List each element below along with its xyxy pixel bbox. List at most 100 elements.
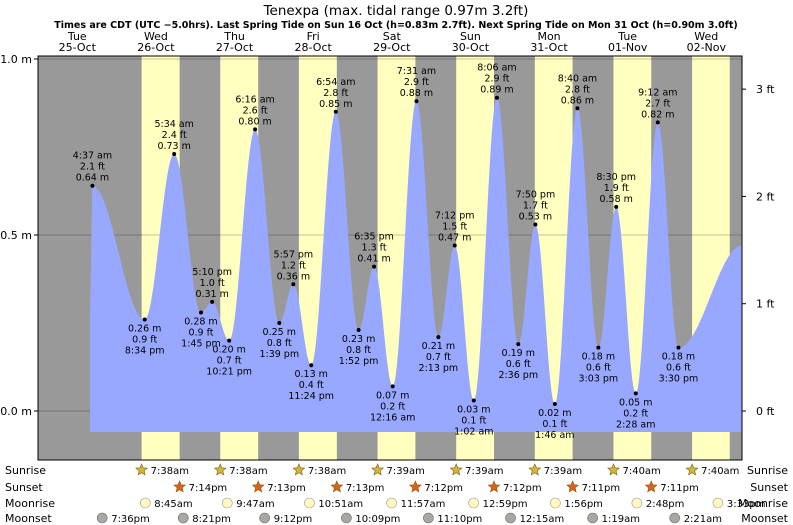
tide-height-m-label: 0.89 m (480, 85, 513, 96)
tide-point (356, 328, 361, 333)
day-date-label: 27-Oct (216, 41, 254, 54)
y-tick-label-right: 1 ft (756, 298, 775, 311)
tide-time-label: 7:50 pm (516, 189, 556, 200)
tide-height-m-label: 0.88 m (400, 88, 433, 99)
day-name-label: Wed (144, 30, 168, 43)
day-name-label: Fri (307, 30, 320, 43)
moonrise-circle-icon (550, 497, 561, 509)
tide-point (210, 299, 215, 304)
tide-height-ft-label: 2.9 ft (404, 77, 429, 88)
tide-height-m-label: 0.36 m (277, 271, 310, 282)
moonset-circle-icon (423, 512, 434, 524)
y-tick-label-left: 0.0 m (0, 405, 32, 418)
tide-time-label: 2:28 am (616, 419, 655, 430)
moonrise-circle-icon (221, 497, 233, 509)
astro-row-label-right: Sunrise (747, 464, 788, 477)
tide-time-label: 3:30 pm (659, 374, 699, 385)
astro-time-label: 10:51am (318, 499, 363, 510)
chart-title: Tenexpa (max. tidal range 0.97m 3.2ft) (263, 3, 529, 19)
tide-height-m-label: 0.13 m (294, 369, 327, 380)
tide-height-m-label: 0.21 m (422, 341, 455, 352)
tide-height-ft-label: 1.2 ft (281, 260, 306, 271)
tide-point (494, 95, 499, 100)
day-name-label: Tue (67, 30, 87, 43)
sunrise-star-icon (607, 463, 620, 476)
tide-point (516, 342, 521, 347)
tide-point (172, 152, 177, 157)
tide-height-ft-label: 1.5 ft (442, 222, 467, 233)
tide-time-label: 5:10 pm (192, 267, 232, 278)
tide-height-m-label: 0.18 m (582, 352, 615, 363)
tide-height-ft-label: 0.8 ft (346, 345, 371, 356)
tide-height-m-label: 0.73 m (157, 141, 190, 152)
astro-time-label: 7:39am (387, 466, 425, 477)
astro-row-label-left: Moonrise (5, 497, 55, 510)
astro-row-label-left: Sunset (5, 481, 43, 494)
day-date-label: 30-Oct (452, 41, 490, 54)
astro-time-label: 9:47am (236, 499, 274, 510)
tide-height-m-label: 0.07 m (376, 390, 409, 401)
day-headers: Tue25-OctWed26-OctThu27-OctFri28-OctSat2… (59, 30, 727, 54)
tide-height-m-label: 0.02 m (538, 408, 571, 419)
astro-time-label: 7:38am (229, 466, 267, 477)
tide-height-m-label: 0.26 m (128, 323, 161, 334)
astro-time-label: 7:13pm (346, 483, 385, 494)
moonrise-circle-icon (304, 497, 315, 509)
day-name-label: Mon (537, 30, 560, 43)
astro-time-label: 7:39am (465, 466, 503, 477)
sunrise-star-icon (292, 463, 306, 476)
tide-point (291, 282, 296, 287)
tide-height-m-label: 0.23 m (342, 334, 375, 345)
astro-row-label-left: Moonset (5, 512, 52, 525)
tide-time-label: 7:12 pm (435, 211, 475, 222)
astro-row-label-right: Sunset (750, 481, 788, 494)
tide-time-label: 2:13 pm (419, 363, 459, 374)
astro-row-label-right: Moonrise (738, 497, 788, 510)
tide-height-m-label: 0.64 m (76, 173, 109, 184)
tide-time-label: 6:35 pm (354, 232, 394, 243)
sunset-star-icon (566, 480, 580, 493)
day-date-label: 02-Nov (687, 41, 727, 54)
moonrise-circle-icon (139, 497, 151, 509)
y-tick-label-left: 0.5 m (0, 229, 32, 242)
tide-point (90, 183, 95, 188)
tide-point (655, 120, 660, 125)
day-date-label: 29-Oct (373, 41, 411, 54)
tide-height-ft-label: 2.8 ft (565, 84, 590, 95)
tide-height-ft-label: 0.8 ft (267, 338, 292, 349)
y-tick-label-right: 3 ft (756, 83, 775, 96)
tide-area (90, 97, 742, 432)
sunrise-star-icon (213, 463, 227, 476)
tide-height-ft-label: 0.6 ft (666, 363, 691, 374)
tide-point (414, 99, 419, 104)
tide-point (452, 243, 457, 248)
tide-height-ft-label: 2.9 ft (484, 74, 509, 85)
moonset-circle-icon (259, 512, 270, 524)
tide-height-ft-label: 0.1 ft (461, 415, 486, 426)
tide-height-m-label: 0.03 m (457, 404, 490, 415)
astro-time-label: 7:40am (701, 466, 739, 477)
tide-time-label: 6:16 am (235, 94, 274, 105)
tide-point (309, 363, 314, 368)
sunrise-star-icon (449, 463, 463, 476)
tide-height-m-label: 0.20 m (212, 345, 245, 356)
astro-time-label: 11:57am (401, 499, 446, 510)
sunset-star-icon (173, 480, 187, 493)
astro-time-label: 7:39am (544, 466, 582, 477)
tide-point (198, 310, 203, 315)
tide-time-label: 5:34 am (154, 119, 193, 130)
moonrise-circle-icon (631, 497, 643, 509)
astro-time-label: 7:36pm (111, 514, 150, 525)
tide-height-ft-label: 0.7 ft (217, 356, 242, 367)
tide-height-ft-label: 0.9 ft (188, 327, 213, 338)
tide-time-label: 1:39 pm (259, 349, 299, 360)
tide-height-m-label: 0.19 m (502, 348, 535, 359)
tide-height-m-label: 0.31 m (195, 289, 228, 300)
moonset-circle-icon (505, 512, 516, 524)
tide-point (471, 398, 476, 403)
tide-height-ft-label: 1.0 ft (200, 278, 225, 289)
tide-height-ft-label: 2.7 ft (645, 98, 670, 109)
tide-height-ft-label: 0.1 ft (542, 419, 567, 430)
moonset-circle-icon (96, 512, 108, 524)
